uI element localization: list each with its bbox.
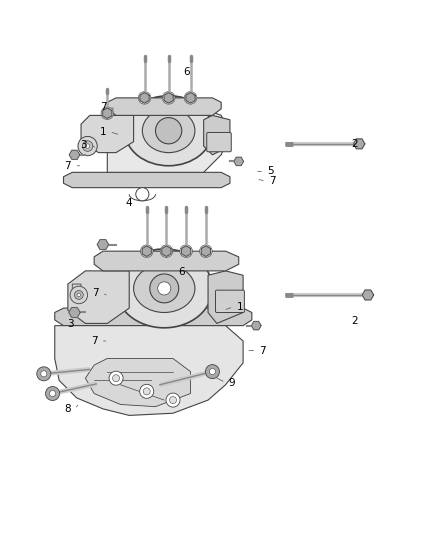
Circle shape	[70, 286, 88, 304]
Text: 3: 3	[67, 319, 74, 329]
Polygon shape	[234, 157, 244, 166]
Polygon shape	[69, 150, 80, 159]
Polygon shape	[55, 326, 243, 415]
Polygon shape	[64, 172, 230, 188]
Text: 1: 1	[99, 127, 106, 136]
Circle shape	[143, 388, 150, 395]
Circle shape	[78, 136, 97, 156]
Circle shape	[205, 365, 219, 378]
Polygon shape	[186, 93, 195, 103]
Polygon shape	[55, 308, 252, 326]
Polygon shape	[97, 240, 109, 249]
Text: 7: 7	[269, 176, 276, 186]
Text: 7: 7	[99, 102, 106, 111]
FancyBboxPatch shape	[215, 290, 244, 312]
Circle shape	[37, 367, 51, 381]
Text: 8: 8	[64, 404, 71, 414]
Circle shape	[46, 386, 60, 400]
Circle shape	[138, 92, 151, 104]
Text: 6: 6	[183, 67, 190, 77]
Text: 6: 6	[178, 266, 185, 277]
FancyBboxPatch shape	[207, 133, 231, 152]
Circle shape	[150, 274, 179, 303]
Circle shape	[170, 397, 177, 403]
Circle shape	[136, 188, 149, 201]
Polygon shape	[353, 139, 365, 149]
Polygon shape	[164, 93, 173, 103]
Circle shape	[85, 144, 90, 148]
Polygon shape	[85, 359, 191, 407]
Circle shape	[77, 293, 81, 297]
Text: 7: 7	[91, 336, 98, 346]
Polygon shape	[68, 271, 129, 324]
Circle shape	[41, 371, 47, 377]
Ellipse shape	[134, 264, 195, 312]
Text: 2: 2	[351, 316, 358, 326]
Circle shape	[49, 391, 56, 397]
Polygon shape	[103, 108, 112, 118]
Circle shape	[141, 245, 153, 257]
Polygon shape	[107, 98, 221, 115]
Circle shape	[155, 118, 182, 144]
Text: 7: 7	[64, 161, 71, 171]
Ellipse shape	[142, 109, 195, 152]
Circle shape	[109, 371, 123, 385]
Circle shape	[101, 107, 113, 119]
Polygon shape	[201, 246, 210, 256]
Circle shape	[82, 141, 93, 151]
Text: 2: 2	[351, 139, 358, 149]
Polygon shape	[94, 251, 239, 271]
Polygon shape	[362, 290, 374, 300]
Polygon shape	[142, 246, 151, 256]
Circle shape	[162, 92, 175, 104]
Ellipse shape	[125, 96, 212, 166]
Polygon shape	[182, 246, 191, 256]
Polygon shape	[162, 246, 171, 256]
Circle shape	[166, 393, 180, 407]
Polygon shape	[208, 271, 243, 324]
Circle shape	[209, 368, 215, 375]
Circle shape	[184, 92, 197, 104]
Text: 1: 1	[237, 302, 244, 312]
Text: 7: 7	[259, 345, 266, 356]
Circle shape	[113, 375, 120, 382]
Circle shape	[158, 282, 171, 295]
Text: 4: 4	[126, 198, 133, 208]
Polygon shape	[204, 115, 230, 155]
Ellipse shape	[116, 249, 212, 328]
Circle shape	[74, 290, 83, 300]
Circle shape	[160, 245, 173, 257]
Text: 7: 7	[92, 288, 99, 298]
Circle shape	[180, 245, 192, 257]
Circle shape	[200, 245, 212, 257]
Text: 3: 3	[80, 140, 87, 150]
Polygon shape	[69, 308, 80, 318]
Text: 5: 5	[267, 166, 274, 176]
Polygon shape	[140, 93, 149, 103]
Text: 9: 9	[229, 377, 236, 387]
Polygon shape	[72, 284, 81, 302]
Polygon shape	[251, 321, 261, 330]
Circle shape	[140, 384, 154, 398]
Polygon shape	[81, 115, 134, 152]
Polygon shape	[107, 109, 230, 172]
